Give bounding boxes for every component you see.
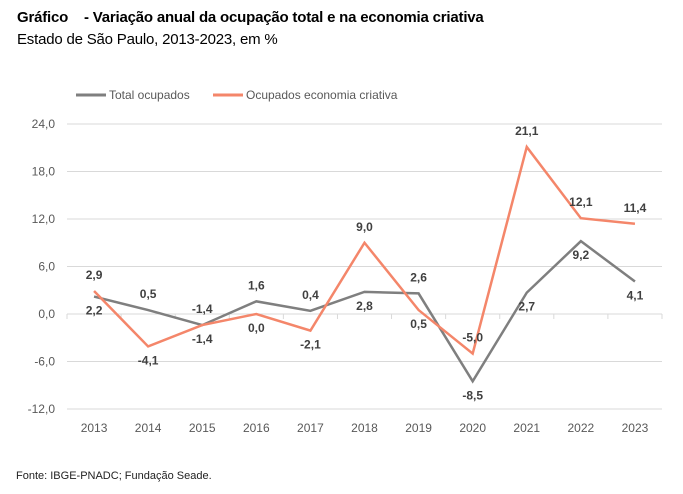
x-tick-label: 2019 (405, 421, 432, 435)
x-tick-label: 2018 (351, 421, 378, 435)
data-label-total-ocupados: 9,2 (573, 248, 590, 262)
x-tick-label: 2021 (513, 421, 540, 435)
legend-label-total-ocupados: Total ocupados (109, 88, 190, 102)
y-tick-label: 18,0 (32, 165, 56, 179)
x-tick-label: 2023 (622, 421, 649, 435)
data-label-total-ocupados: 2,8 (356, 299, 373, 313)
data-label-total-ocupados: -1,4 (192, 302, 213, 316)
x-tick-label: 2016 (243, 421, 270, 435)
x-tick-label: 2020 (459, 421, 486, 435)
series-lines (93, 144, 636, 384)
data-label-ocupados-economia-criativa: -2,1 (300, 338, 321, 352)
data-label-ocupados-economia-criativa: 0,0 (248, 321, 265, 335)
data-label-ocupados-economia-criativa: 21,1 (515, 124, 539, 138)
y-tick-label: 6,0 (38, 260, 55, 274)
x-tick-label: 2015 (189, 421, 216, 435)
data-label-total-ocupados: 0,4 (302, 288, 319, 302)
y-tick-label: -12,0 (28, 402, 56, 416)
data-label-total-ocupados: 2,2 (86, 304, 103, 318)
y-tick-label: 0,0 (38, 307, 55, 321)
data-label-total-ocupados: 2,7 (518, 300, 535, 314)
data-label-ocupados-economia-criativa: 0,5 (410, 317, 427, 331)
source-note: Fonte: IBGE-PNADC; Fundação Seade. (16, 470, 212, 482)
x-tick-label: 2014 (135, 421, 162, 435)
data-label-total-ocupados: 4,1 (627, 289, 644, 303)
gridlines (67, 123, 662, 410)
data-label-ocupados-economia-criativa: 12,1 (569, 195, 593, 209)
chart-subtitle: Estado de São Paulo, 2013-2023, em % (17, 31, 278, 48)
y-axis: 24,0 18,0 12,0 6,0 0,0 -6,0 -12,0 (28, 117, 56, 416)
y-tick-label: -6,0 (34, 355, 55, 369)
x-tick-label: 2017 (297, 421, 324, 435)
y-tick-label: 24,0 (32, 117, 56, 131)
x-axis: 2013 2014 2015 2016 2017 2018 2019 2020 2021 2022… (66, 314, 663, 435)
x-tick-label: 2013 (81, 421, 108, 435)
legend: Total ocupados Ocupados economia criativ… (76, 88, 398, 102)
y-tick-label: 12,0 (32, 212, 56, 226)
data-label-ocupados-economia-criativa: 2,9 (86, 268, 103, 282)
data-label-ocupados-economia-criativa: -5,0 (462, 331, 483, 345)
data-label-total-ocupados: 0,5 (140, 287, 157, 301)
data-label-total-ocupados: 1,6 (248, 278, 265, 292)
data-label-ocupados-economia-criativa: 11,4 (624, 201, 647, 215)
data-label-total-ocupados: -8,5 (462, 388, 483, 402)
data-label-ocupados-economia-criativa: -1,4 (192, 332, 213, 346)
data-label-ocupados-economia-criativa: -4,1 (138, 353, 159, 367)
chart-title: Gráfico - Variação anual da ocupação tot… (17, 9, 484, 26)
data-labels: 2,2 0,5 -1,4 1,6 0,4 2,8 2,6 -8,5 2,7 9,2 4,1 2,9 -4… (86, 124, 647, 402)
data-label-ocupados-economia-criativa: 9,0 (356, 220, 373, 234)
series-line-ocupados-economia-criativa (93, 144, 636, 356)
x-tick-label: 2022 (568, 421, 595, 435)
legend-label-ocupados-economia-criativa: Ocupados economia criativa (246, 88, 398, 102)
data-label-total-ocupados: 2,6 (410, 270, 427, 284)
